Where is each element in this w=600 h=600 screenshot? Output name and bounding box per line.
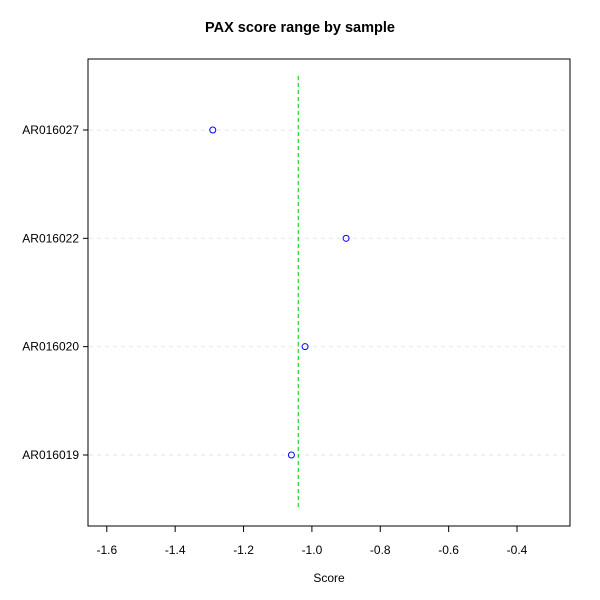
x-tick-label: -0.4	[507, 543, 528, 557]
x-tick-label: -1.0	[302, 543, 323, 557]
data-point	[287, 451, 295, 459]
x-tick-label: -1.2	[233, 543, 254, 557]
x-tick-label: -1.6	[96, 543, 117, 557]
y-tick-label: AR016027	[22, 123, 79, 137]
x-tick-label: -0.8	[370, 543, 391, 557]
plot-border	[87, 58, 571, 527]
chart-title: PAX score range by sample	[205, 20, 395, 36]
data-point	[301, 343, 309, 351]
x-tick-label: -0.6	[438, 543, 459, 557]
y-tick-label: AR016022	[22, 231, 79, 245]
y-tick-label: AR016020	[22, 340, 79, 354]
x-axis-label: Score	[313, 571, 345, 585]
data-point	[209, 126, 217, 134]
y-tick-label: AR016019	[22, 448, 79, 462]
data-point	[342, 234, 350, 242]
x-tick-label: -1.4	[165, 543, 186, 557]
